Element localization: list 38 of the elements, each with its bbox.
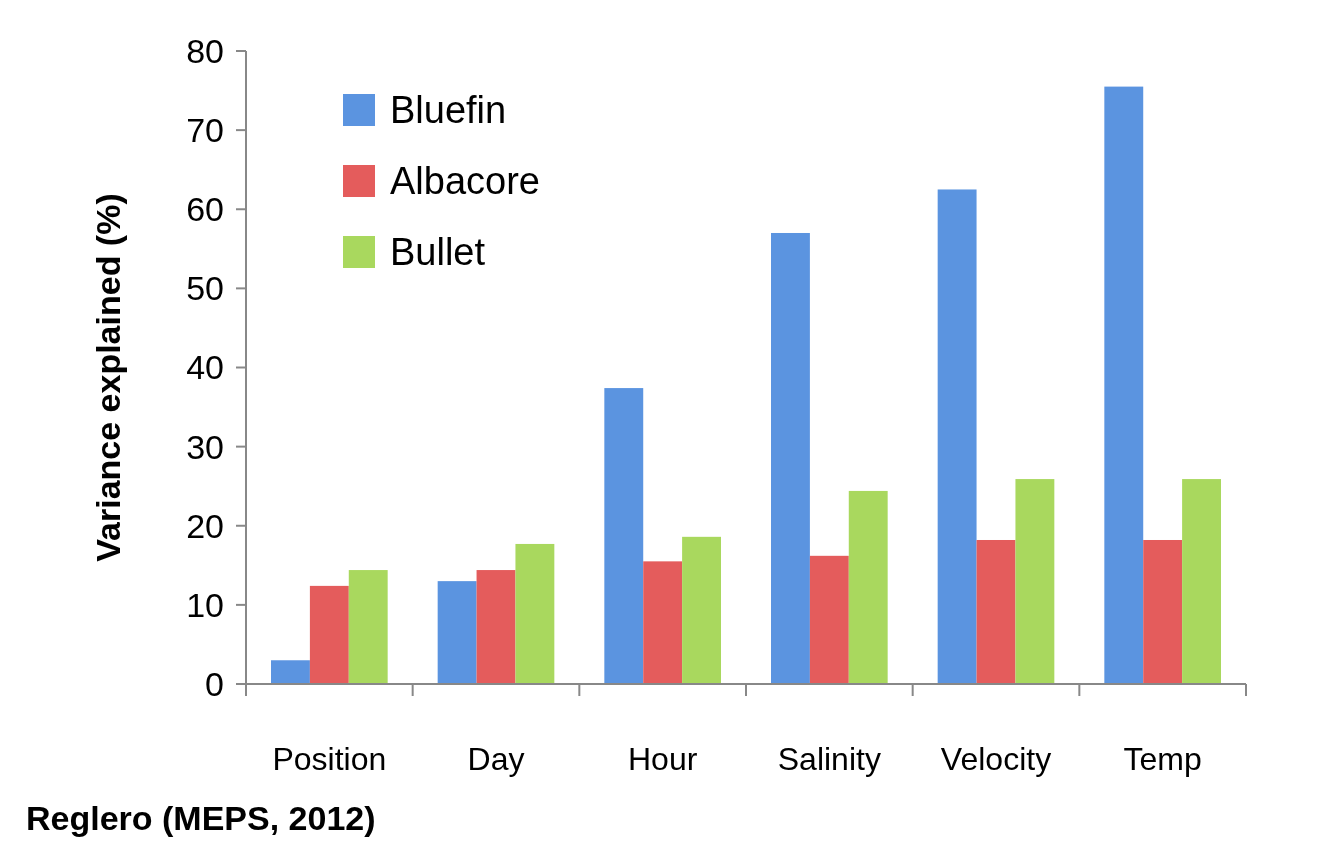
bar [604, 388, 644, 684]
x-tick-label: Day [467, 741, 525, 777]
bar [682, 536, 721, 684]
x-tick-label: Velocity [940, 741, 1052, 777]
bar [348, 570, 388, 684]
bar [1015, 479, 1055, 684]
bar [937, 189, 977, 684]
x-tick-label: Position [272, 741, 387, 777]
bar [809, 555, 849, 684]
y-tick-label: 0 [205, 664, 224, 703]
legend-label: Albacore [390, 160, 540, 203]
y-tick-label: 40 [186, 348, 224, 387]
y-axis-title: Variance explained (%) [89, 193, 127, 562]
text: Reglero (MEPS, 2012) [26, 799, 376, 837]
y-tick-label: 50 [186, 269, 224, 308]
y-tick-label: 20 [186, 506, 224, 545]
x-tick-label: Salinity [777, 741, 881, 777]
y-tick-label: 60 [186, 190, 224, 229]
legend-label: Bluefin [390, 89, 507, 132]
bar [643, 561, 683, 684]
bar [271, 660, 310, 684]
bar [437, 581, 477, 684]
y-tick-label: 30 [186, 427, 224, 466]
bar [976, 539, 1016, 684]
legend-label: Bullet [390, 231, 486, 274]
x-tick-label: Temp [1123, 741, 1202, 777]
y-tick-label: 10 [186, 585, 224, 624]
y-tick-label: 80 [186, 31, 224, 70]
bar [515, 543, 555, 684]
bar [309, 585, 349, 684]
bar [1104, 86, 1144, 684]
bar [848, 490, 888, 684]
bar [1143, 539, 1183, 684]
y-tick-label: 70 [186, 111, 224, 150]
bar [476, 570, 516, 684]
x-tick-label: Hour [627, 741, 698, 777]
bar [771, 232, 810, 684]
bar [1182, 479, 1221, 684]
